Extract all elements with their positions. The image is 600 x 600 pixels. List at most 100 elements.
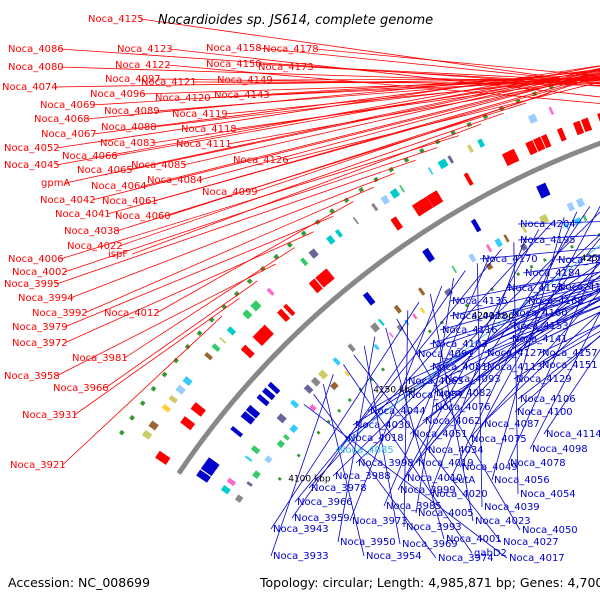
reverse-gene-label: Noca_4153 xyxy=(513,321,569,332)
forward-gene-label: Noca_4042 xyxy=(40,195,96,206)
inner-tick xyxy=(380,367,385,372)
forward-gene xyxy=(463,172,474,186)
forward-gene-label: Noca_3931 xyxy=(22,410,78,421)
feature-track-0 xyxy=(182,376,193,387)
forward-leader-line xyxy=(124,247,295,359)
inner-tick xyxy=(464,303,469,308)
feature-track-1 xyxy=(317,369,328,380)
reverse-gene xyxy=(256,394,270,407)
forward-leader-line xyxy=(233,77,600,130)
reverse-gene-label: Noca_3999 xyxy=(400,485,456,496)
forward-gene-label: Noca_4120 xyxy=(155,93,211,104)
reverse-gene-label: Noca_4106 xyxy=(520,394,576,405)
forward-leader-line xyxy=(315,48,600,77)
forward-leader-line xyxy=(193,81,600,84)
forward-gene-label: Noca_4064 xyxy=(91,181,147,192)
forward-gene-label: Noca_4173 xyxy=(258,62,314,73)
reverse-leader-line xyxy=(383,255,490,507)
inner-tick xyxy=(337,408,342,413)
feature-track-2 xyxy=(419,307,426,314)
reverse-gene-label: Noca_4195 xyxy=(520,235,576,246)
reverse-gene-label: gabD2 xyxy=(474,548,507,559)
forward-leader-line xyxy=(64,231,314,344)
reverse-gene-label: Noca_3993 xyxy=(406,522,462,533)
outer-tick xyxy=(548,84,554,90)
feature-track-1 xyxy=(226,477,236,487)
reverse-gene-label: Noca_3959 xyxy=(294,513,350,524)
reverse-leader-line xyxy=(429,235,527,495)
outer-tick xyxy=(173,357,179,364)
reverse-gene-label: Noca_4186 xyxy=(558,282,600,293)
feature-track-1 xyxy=(485,243,493,253)
forward-gene-label: Noca_4178 xyxy=(263,44,319,55)
reverse-gene-label: Noca_3969 xyxy=(402,539,458,550)
feature-track-1 xyxy=(250,445,261,455)
reverse-leader-line xyxy=(332,211,600,477)
forward-gene-label: Noca_4111 xyxy=(176,139,232,150)
forward-gene-label: gpmA xyxy=(41,178,70,189)
reverse-gene-label: Noca_4050 xyxy=(522,525,578,536)
reverse-gene-label: Noca_3973 xyxy=(352,516,408,527)
feature-track-1 xyxy=(468,253,477,263)
reverse-leader-line xyxy=(514,335,600,413)
reverse-gene-label: Noca_4087 xyxy=(484,419,540,430)
feature-track-2 xyxy=(344,370,350,377)
outer-tick xyxy=(515,98,521,104)
forward-gene-label: Noca_4143 xyxy=(214,90,270,101)
accession-text: Accession: NC_008699 xyxy=(8,575,150,590)
forward-leader-line xyxy=(169,48,600,98)
inner-tick xyxy=(516,272,521,277)
reverse-leader-line xyxy=(349,285,443,522)
reverse-gene-label: eutA xyxy=(452,475,475,486)
forward-gene-label: Noca_3966 xyxy=(53,383,109,394)
feature-track-1 xyxy=(503,234,510,243)
forward-gene-label: Noca_4066 xyxy=(62,151,118,162)
reverse-gene-label: Noca_4154 xyxy=(508,283,564,294)
reverse-gene xyxy=(262,387,276,401)
reverse-leader-line xyxy=(396,318,521,531)
feature-track-0 xyxy=(371,202,379,212)
forward-gene xyxy=(556,127,567,142)
reverse-gene-label: Noca_4062 xyxy=(425,416,481,427)
reverse-leader-line xyxy=(291,270,466,519)
forward-gene-label: Noca_4096 xyxy=(90,89,146,100)
forward-leader-line xyxy=(64,215,334,328)
reverse-leader-line xyxy=(353,354,502,543)
outer-tick xyxy=(233,290,240,297)
feature-track-1 xyxy=(377,318,385,327)
reverse-gene-label: Noca_3985 xyxy=(386,501,442,512)
inner-tick xyxy=(427,329,432,334)
forward-gene-label: Noca_4085 xyxy=(131,160,187,171)
forward-leader-line xyxy=(156,201,354,314)
forward-leader-line xyxy=(129,69,600,171)
reverse-gene-label: Noca_4030 xyxy=(355,420,411,431)
forward-leader-line xyxy=(64,147,438,273)
feature-track-0 xyxy=(399,184,405,193)
reverse-leader-line xyxy=(484,311,600,368)
forward-leader-line xyxy=(60,66,600,84)
feature-track-1 xyxy=(220,485,231,495)
forward-gene-label: Noca_4038 xyxy=(64,226,120,237)
forward-gene-label: Noca_4067 xyxy=(41,129,97,140)
reverse-gene-label: Noca_3950 xyxy=(340,537,396,548)
inner-tick xyxy=(347,398,352,403)
outer-tick xyxy=(129,414,135,421)
outer-tick xyxy=(208,316,215,323)
feature-track-0 xyxy=(437,158,449,170)
forward-gene-label: Noca_4086 xyxy=(8,44,64,55)
reverse-leader-line xyxy=(363,345,401,545)
reverse-leader-line xyxy=(425,262,600,451)
reverse-gene-label: Noca_4136 xyxy=(452,296,508,307)
forward-gene-label: Noca_4065 xyxy=(77,165,133,176)
feature-track-0 xyxy=(168,394,178,404)
feature-track-0 xyxy=(308,248,319,259)
reverse-gene-label: Noca_4168 xyxy=(528,296,584,307)
forward-gene-label: Noca_4149 xyxy=(217,75,273,86)
reverse-gene xyxy=(267,381,281,395)
outer-tick xyxy=(343,197,350,204)
feature-track-0 xyxy=(548,106,555,115)
feature-track-0 xyxy=(334,229,343,238)
reverse-leader-line xyxy=(404,206,591,479)
reverse-gene xyxy=(422,247,435,263)
